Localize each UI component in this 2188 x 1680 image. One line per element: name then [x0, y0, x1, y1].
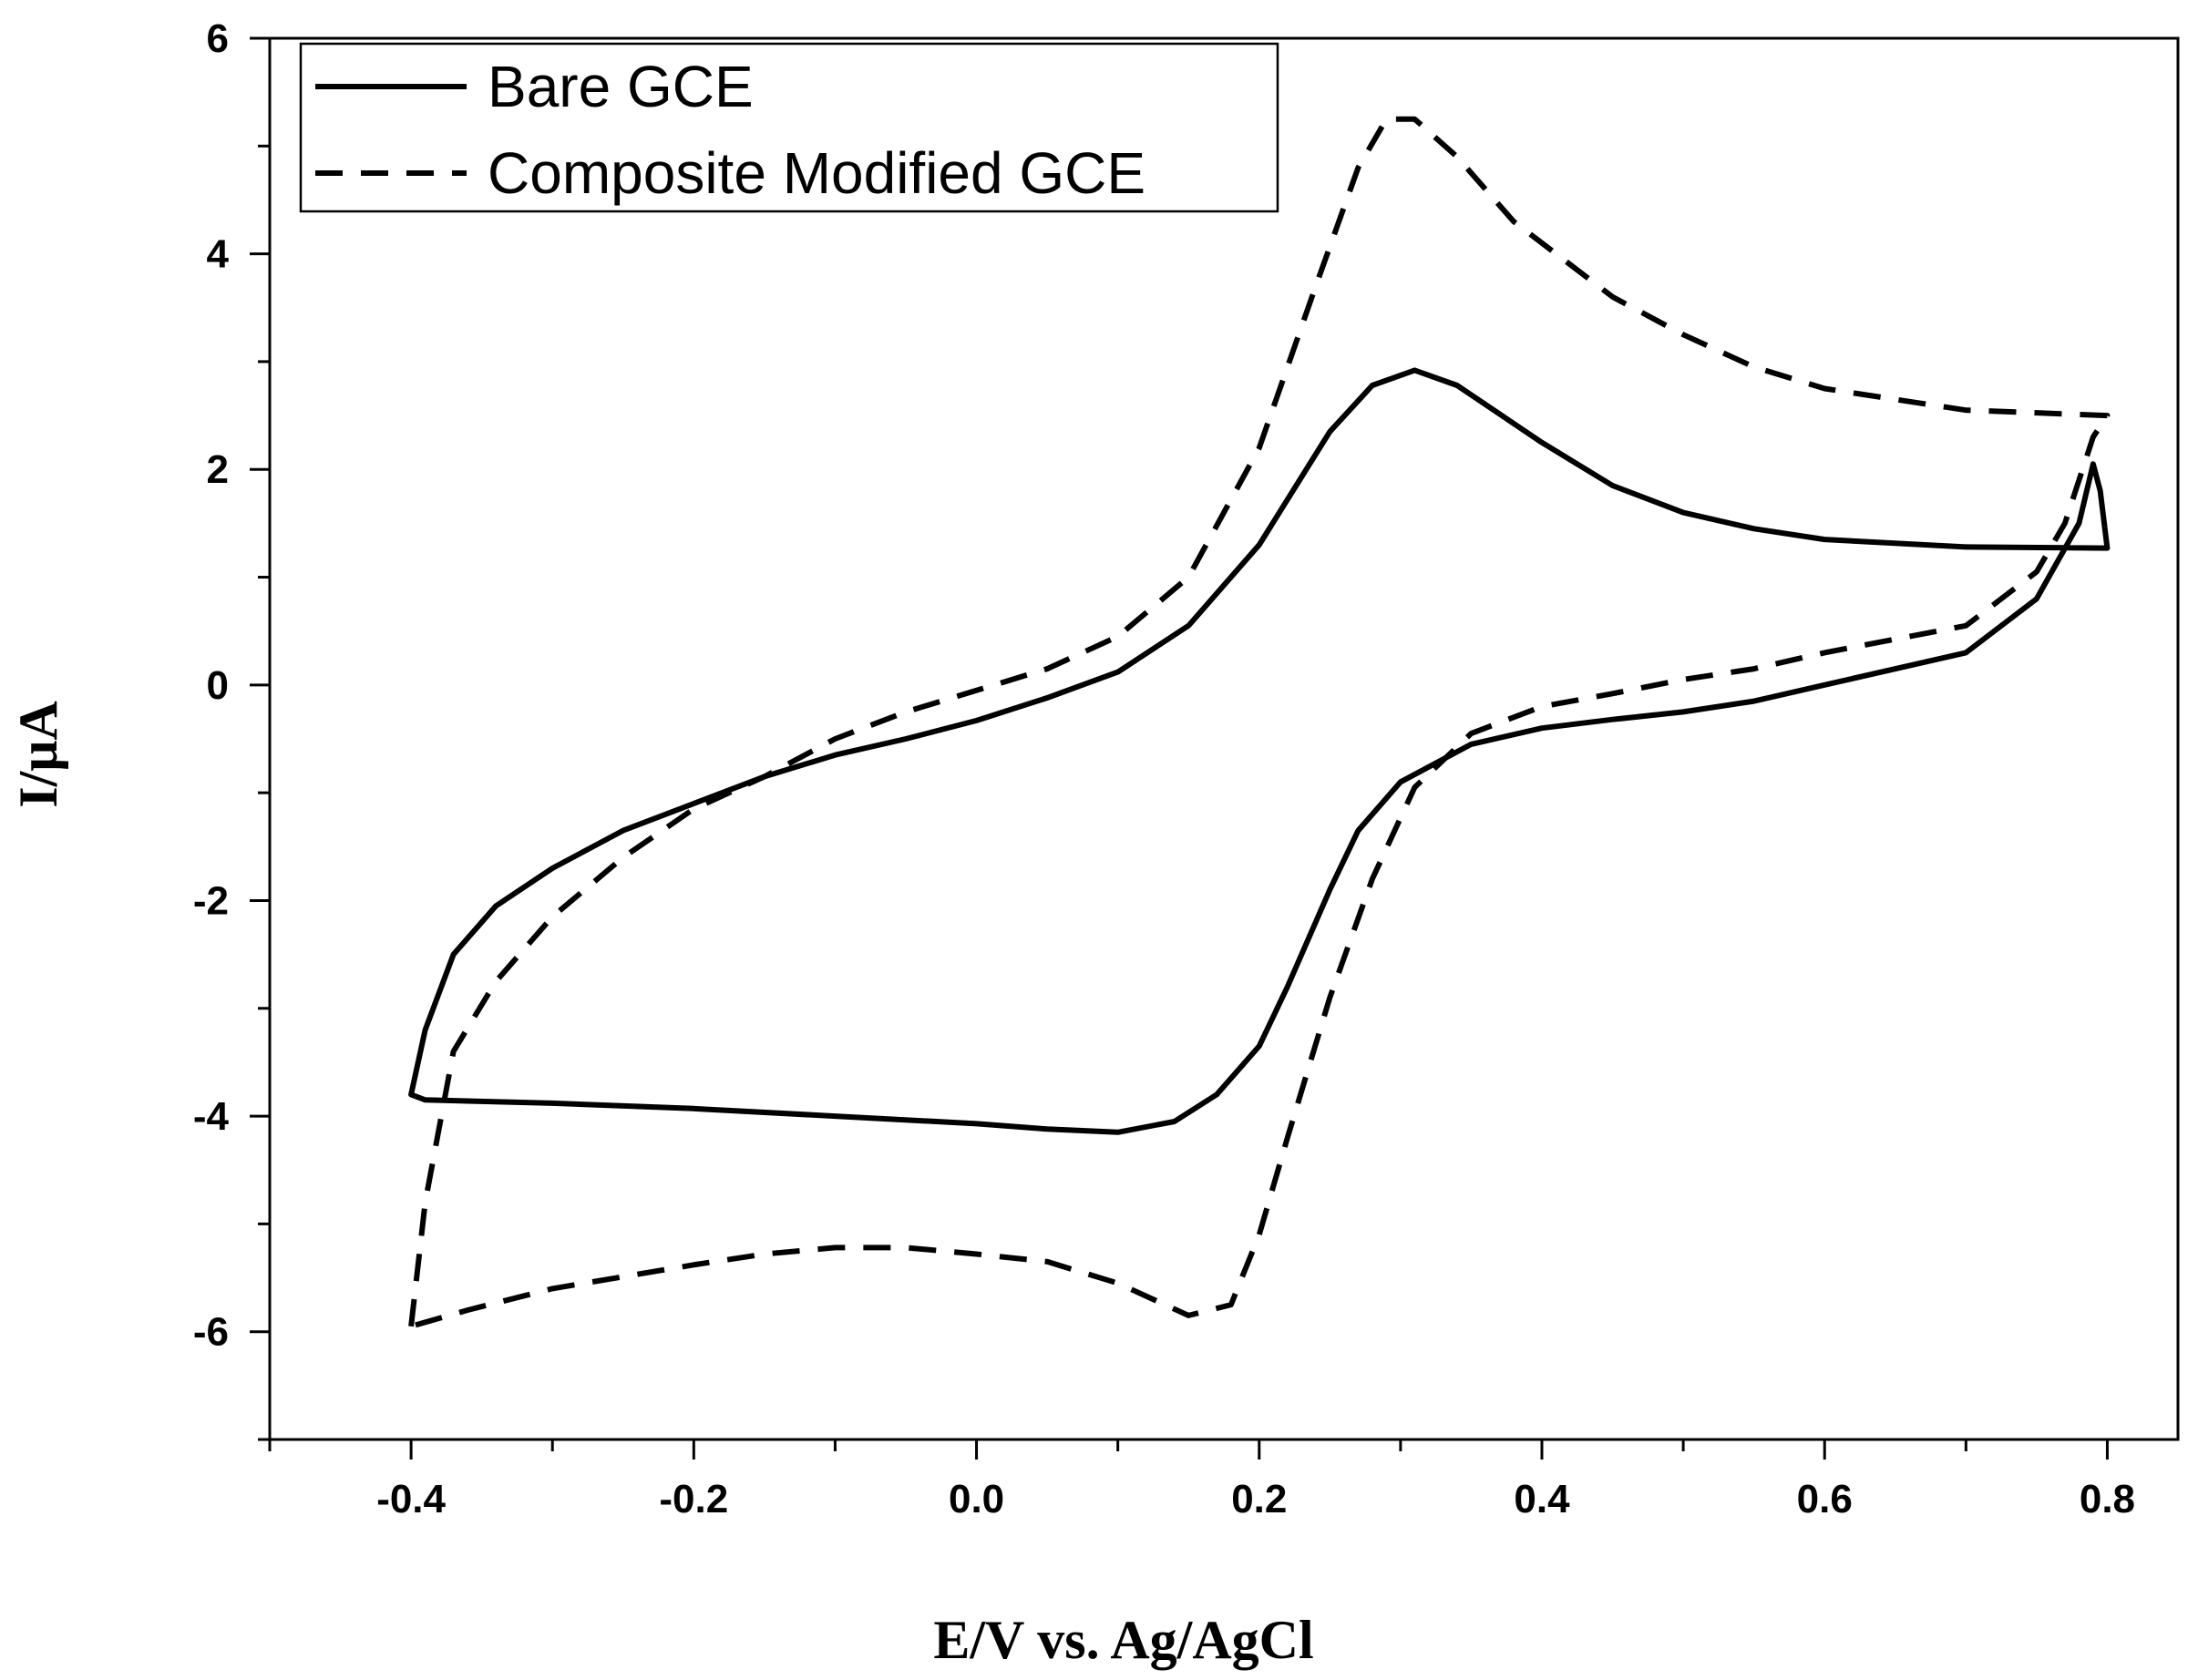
series-layer [408, 116, 2111, 1329]
series-line-composite-modified-gce [408, 116, 2111, 1329]
x-tick-label: 0.8 [2080, 1477, 2135, 1521]
x-axis-title: E/V vs. Ag/AgCl [933, 1610, 1313, 1670]
axes-layer: -0.4 -0.2 0.0 0.2 0.4 0.6 0.8 6 4 2 0 -2 -4 -6 [193, 16, 2180, 1521]
y-tick-label: -2 [193, 878, 229, 923]
y-tick-label: 6 [207, 16, 229, 61]
legend-box [299, 42, 1279, 213]
y-tick-label: 0 [207, 663, 229, 708]
x-tick-label: 0.6 [1797, 1477, 1853, 1521]
legend: Bare GCE Composite Modified GCE [299, 42, 1279, 213]
y-tick-label: 4 [207, 232, 230, 277]
x-tick-label: -0.4 [376, 1477, 446, 1521]
plot-frame [268, 36, 2180, 1441]
y-tick-label: -4 [193, 1094, 230, 1139]
legend-label-composite-modified-gce: Composite Modified GCE [488, 140, 1145, 206]
x-tick-label: 0.4 [1514, 1477, 1570, 1521]
y-tick-label: -6 [193, 1310, 229, 1355]
series-line-bare-gce [408, 367, 2111, 1135]
x-tick-label: 0.2 [1231, 1477, 1287, 1521]
x-tick-label: -0.2 [659, 1477, 728, 1521]
y-axis-title: I/μA [8, 701, 68, 807]
legend-label-bare-gce: Bare GCE [488, 54, 754, 119]
x-tick-label: 0.0 [949, 1477, 1004, 1521]
y-tick-label: 2 [207, 447, 229, 492]
